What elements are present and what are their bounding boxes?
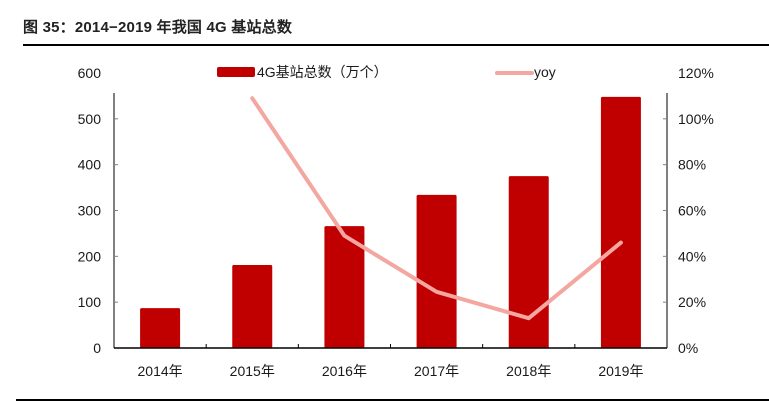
right-tick-label: 80%: [678, 157, 706, 173]
yoy-line-series: [250, 96, 623, 321]
legend: 4G基站总数（万个） yoy: [217, 64, 556, 80]
bottom-divider: [16, 399, 769, 401]
bar: [324, 226, 365, 348]
bar: [232, 265, 273, 348]
x-tick-label: 2017年: [414, 363, 459, 379]
x-tick-label: 2015年: [230, 363, 275, 379]
left-tick-label: 300: [78, 203, 102, 219]
bar-series: [140, 96, 641, 348]
right-tick-label: 0%: [678, 340, 698, 356]
x-tick-label: 2014年: [138, 363, 183, 379]
x-axis: 2014年 2015年 2016年 2017年 2018年 2019年: [114, 344, 667, 379]
left-tick-label: 0: [93, 340, 101, 356]
legend-bar-swatch: [217, 67, 255, 77]
left-tick-label: 500: [78, 111, 102, 127]
legend-bar-label: 4G基站总数（万个）: [257, 64, 388, 80]
left-tick-label: 200: [78, 248, 102, 264]
x-tick-label: 2018年: [506, 363, 551, 379]
yoy-line: [250, 96, 623, 321]
right-tick-label: 120%: [678, 65, 714, 81]
bar: [600, 96, 641, 348]
left-tick-label: 600: [78, 65, 102, 81]
bar: [416, 194, 457, 348]
legend-line-label: yoy: [534, 64, 556, 80]
left-axis: 0 100 200 300 400 500 600: [78, 65, 118, 356]
x-tick-label: 2019年: [598, 363, 643, 379]
right-tick-label: 100%: [678, 111, 714, 127]
right-axis: 0% 20% 40% 60% 80% 100% 120%: [663, 65, 714, 356]
chart-title: 图 35：2014−2019 年我国 4G 基站总数: [23, 19, 293, 36]
left-tick-label: 400: [78, 157, 102, 173]
right-tick-label: 20%: [678, 294, 706, 310]
right-tick-label: 40%: [678, 248, 706, 264]
bar: [508, 176, 549, 348]
title-divider: [23, 44, 769, 46]
bar: [140, 308, 181, 348]
left-tick-label: 100: [78, 294, 102, 310]
right-tick-label: 60%: [678, 203, 706, 219]
x-tick-label: 2016年: [322, 363, 367, 379]
